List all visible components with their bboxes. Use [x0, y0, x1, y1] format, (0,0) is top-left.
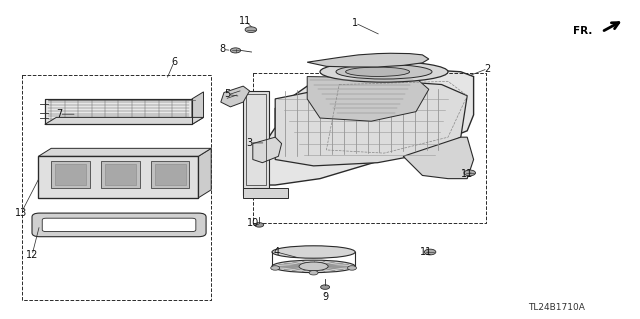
Polygon shape — [38, 156, 198, 198]
Text: 7: 7 — [56, 109, 63, 119]
FancyBboxPatch shape — [32, 213, 206, 237]
Ellipse shape — [346, 67, 410, 77]
Polygon shape — [192, 92, 204, 124]
Polygon shape — [253, 137, 282, 163]
Text: 9: 9 — [322, 292, 328, 302]
Polygon shape — [151, 161, 189, 188]
Text: 5: 5 — [224, 89, 230, 100]
Polygon shape — [105, 164, 136, 185]
Polygon shape — [45, 99, 192, 124]
FancyBboxPatch shape — [42, 218, 196, 232]
Polygon shape — [101, 161, 140, 188]
Polygon shape — [253, 70, 474, 185]
Polygon shape — [45, 117, 204, 124]
Text: TL24B1710A: TL24B1710A — [529, 303, 585, 312]
Polygon shape — [307, 77, 429, 121]
Polygon shape — [403, 137, 474, 179]
Polygon shape — [155, 164, 186, 185]
Polygon shape — [243, 91, 269, 195]
Polygon shape — [51, 161, 90, 188]
Text: 2: 2 — [484, 63, 491, 74]
Text: 8: 8 — [220, 44, 226, 55]
Polygon shape — [221, 86, 250, 107]
Ellipse shape — [336, 64, 432, 79]
Polygon shape — [307, 53, 429, 67]
Circle shape — [271, 266, 280, 270]
Circle shape — [321, 285, 330, 289]
Circle shape — [424, 249, 436, 255]
Text: 4: 4 — [273, 247, 280, 257]
Polygon shape — [55, 164, 86, 185]
Text: 11: 11 — [461, 169, 474, 179]
Circle shape — [230, 48, 241, 53]
Text: 3: 3 — [246, 138, 253, 148]
Text: 6: 6 — [171, 57, 177, 67]
Ellipse shape — [272, 260, 355, 272]
Text: 11: 11 — [239, 16, 252, 26]
Polygon shape — [275, 81, 467, 166]
Polygon shape — [243, 188, 288, 198]
Text: 12: 12 — [26, 250, 38, 260]
Text: 13: 13 — [15, 208, 28, 218]
Circle shape — [255, 223, 264, 227]
Ellipse shape — [272, 246, 355, 258]
Polygon shape — [198, 148, 211, 198]
Circle shape — [348, 266, 356, 270]
Circle shape — [245, 27, 257, 33]
Text: 11: 11 — [419, 247, 432, 257]
Circle shape — [464, 170, 476, 176]
Circle shape — [309, 271, 318, 275]
Ellipse shape — [299, 262, 328, 271]
Text: 10: 10 — [246, 218, 259, 228]
Polygon shape — [38, 148, 211, 156]
Ellipse shape — [320, 62, 448, 82]
Text: 1: 1 — [352, 18, 358, 28]
Text: FR.: FR. — [573, 26, 592, 36]
